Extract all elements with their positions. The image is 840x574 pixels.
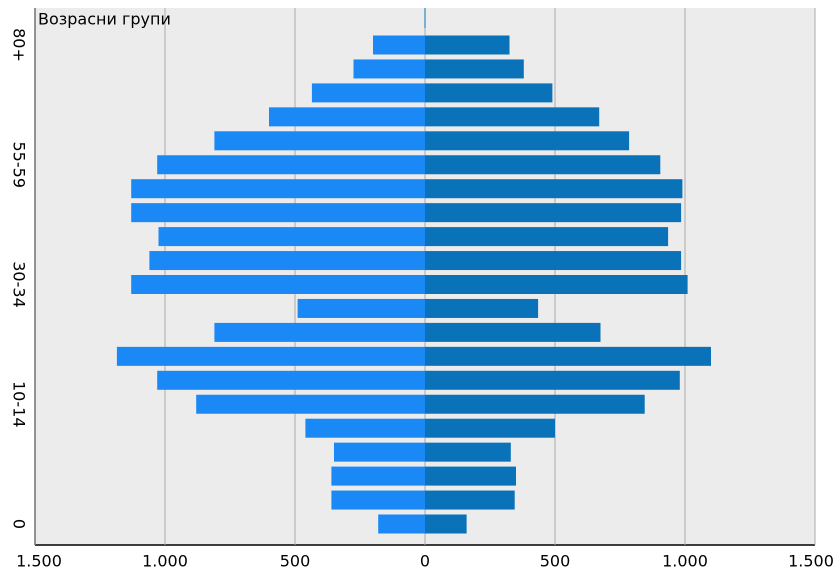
x-tick-label: 1.500: [788, 552, 834, 571]
bar: [425, 514, 467, 534]
bar: [269, 107, 425, 127]
bar: [331, 490, 425, 510]
y-tick-label: 10-14: [10, 381, 29, 428]
bar: [425, 251, 682, 271]
bar: [158, 227, 425, 247]
x-tick-label: 1.500: [16, 552, 62, 571]
bar: [425, 322, 601, 342]
bar: [116, 346, 426, 366]
bar: [149, 251, 425, 271]
bar: [425, 466, 516, 486]
bar: [425, 35, 510, 55]
bar: [425, 275, 688, 294]
bar: [131, 203, 425, 223]
x-tick-label: 0: [420, 552, 430, 571]
bar: [334, 442, 425, 462]
bar: [425, 298, 539, 318]
bar: [214, 131, 425, 151]
bar: [425, 83, 553, 103]
bar: [425, 442, 511, 462]
x-tick-label: 1.000: [662, 552, 708, 571]
y-tick-label: 80+: [10, 28, 29, 62]
bar: [425, 227, 669, 247]
bar: [425, 179, 683, 199]
x-tick-label: 500: [280, 552, 311, 571]
bar: [425, 418, 555, 438]
bar: [196, 394, 425, 414]
bar: [425, 346, 711, 366]
bar: [214, 322, 425, 342]
y-tick-label: 55-59: [10, 142, 29, 189]
bar: [425, 203, 682, 223]
bar: [373, 35, 425, 55]
bar: [425, 394, 645, 414]
y-tick-label: 0: [10, 519, 29, 529]
bar: [425, 59, 524, 79]
x-tick-label: 500: [540, 552, 571, 571]
bar: [297, 298, 425, 318]
bar: [311, 83, 425, 103]
y-tick-label: 30-34: [10, 261, 29, 308]
bar: [157, 155, 425, 175]
bar: [331, 466, 425, 486]
bar: [353, 59, 425, 79]
x-tick-label: 1.000: [142, 552, 188, 571]
bar: [305, 418, 425, 438]
bar: [425, 131, 630, 151]
bar: [425, 155, 661, 175]
chart-title: Возрасни групи: [38, 10, 171, 29]
bar: [157, 370, 425, 390]
bar: [425, 370, 680, 390]
bar: [425, 107, 600, 127]
bar: [131, 179, 425, 199]
bar: [378, 514, 425, 534]
bar: [131, 275, 425, 294]
bar: [425, 490, 515, 510]
